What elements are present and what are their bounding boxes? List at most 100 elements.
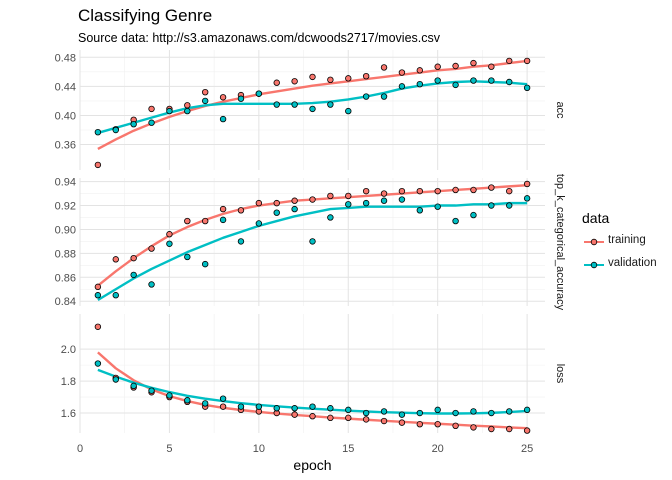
data-point-validation [452,217,459,225]
data-point-validation [434,203,441,210]
data-point-validation [309,403,316,410]
data-point-validation [398,83,406,90]
data-point-validation [506,78,513,86]
data-point-training [112,256,119,263]
y-tick-label: 0.36 [55,140,76,152]
y-tick-label: 0.48 [55,52,76,64]
y-tick-label: 0.90 [55,224,76,236]
data-point-validation [434,77,441,84]
data-point-training [201,88,209,96]
data-point-validation [345,201,352,208]
data-point-training [237,207,245,214]
data-point-training [362,72,370,80]
facet-label: loss [554,364,566,384]
data-point-training [219,403,227,410]
data-point-validation [166,240,173,247]
data-point-validation [201,400,209,407]
data-point-training [148,105,155,113]
chart-title: Classifying Genre [78,6,213,25]
data-point-training [380,417,388,425]
data-point-training [362,416,370,423]
data-point-validation [166,107,173,115]
facet-label: acc [554,101,566,119]
data-point-training [327,414,334,422]
data-point-training [452,422,459,430]
data-point-validation [94,292,102,299]
data-point-validation [166,392,173,399]
x-tick-label: 20 [432,443,444,455]
data-point-validation [470,211,477,219]
y-tick-label: 0.44 [55,81,76,93]
data-point-validation [523,406,531,414]
data-point-training [309,73,316,81]
data-point-validation [380,408,388,415]
y-tick-label: 1.8 [61,376,76,388]
data-point-training [291,197,298,204]
data-point-validation [273,101,280,108]
data-point-training [488,425,495,433]
data-point-validation [488,409,495,417]
data-point-training [130,254,137,262]
data-point-validation [237,95,245,102]
data-point-validation [309,238,316,245]
data-point-training [255,199,263,207]
data-point-validation [148,281,155,288]
data-point-validation [237,238,245,245]
data-point-validation [130,120,137,128]
data-point-validation [488,77,495,84]
y-tick-label: 0.86 [55,272,76,284]
data-point-validation [201,260,209,268]
data-point-training [184,102,191,109]
y-tick-label: 2.0 [61,344,76,356]
data-point-training [148,245,155,252]
data-point-training [470,59,477,67]
data-point-validation [184,107,191,115]
data-point-validation [362,199,370,207]
data-point-training [416,421,424,428]
y-tick-label: 0.88 [55,248,76,260]
data-point-validation [488,202,495,209]
data-point-training [488,63,495,70]
data-point-validation [273,209,280,216]
data-point-training [398,69,406,76]
data-point-training [291,78,298,85]
data-point-training [201,217,209,225]
data-point-validation [380,93,388,100]
data-point-validation [94,360,102,367]
y-tick-label: 0.40 [55,110,76,122]
data-point-training [345,192,352,200]
data-point-training [523,427,531,434]
data-point-validation [219,115,227,123]
data-point-validation [291,405,298,412]
data-point-validation [255,90,263,97]
x-tick-label: 5 [166,443,172,455]
data-point-validation [255,220,263,227]
data-point-validation [327,101,334,108]
data-point-training [434,421,441,428]
data-point-training [416,187,424,195]
x-axis-title: epoch [293,457,331,473]
data-point-validation [345,107,352,115]
data-point-training [434,63,441,70]
y-tick-label: 0.84 [55,296,76,308]
data-point-training [327,76,334,84]
data-point-validation [309,105,316,113]
data-point-training [327,192,334,200]
x-tick-label: 15 [342,443,354,455]
data-point-training [488,184,495,191]
data-point-training [94,283,102,291]
x-tick-label: 25 [521,443,533,455]
data-point-validation [327,405,334,412]
data-point-training [94,323,102,330]
data-point-training [380,64,388,71]
data-point-training [345,75,352,82]
data-point-validation [362,93,370,100]
data-point-validation [219,395,227,402]
data-point-validation [327,214,334,221]
data-point-validation [237,403,245,410]
data-point-validation [416,409,424,417]
data-point-training [291,411,298,418]
legend-key-training [584,238,604,246]
data-point-training [94,161,102,169]
